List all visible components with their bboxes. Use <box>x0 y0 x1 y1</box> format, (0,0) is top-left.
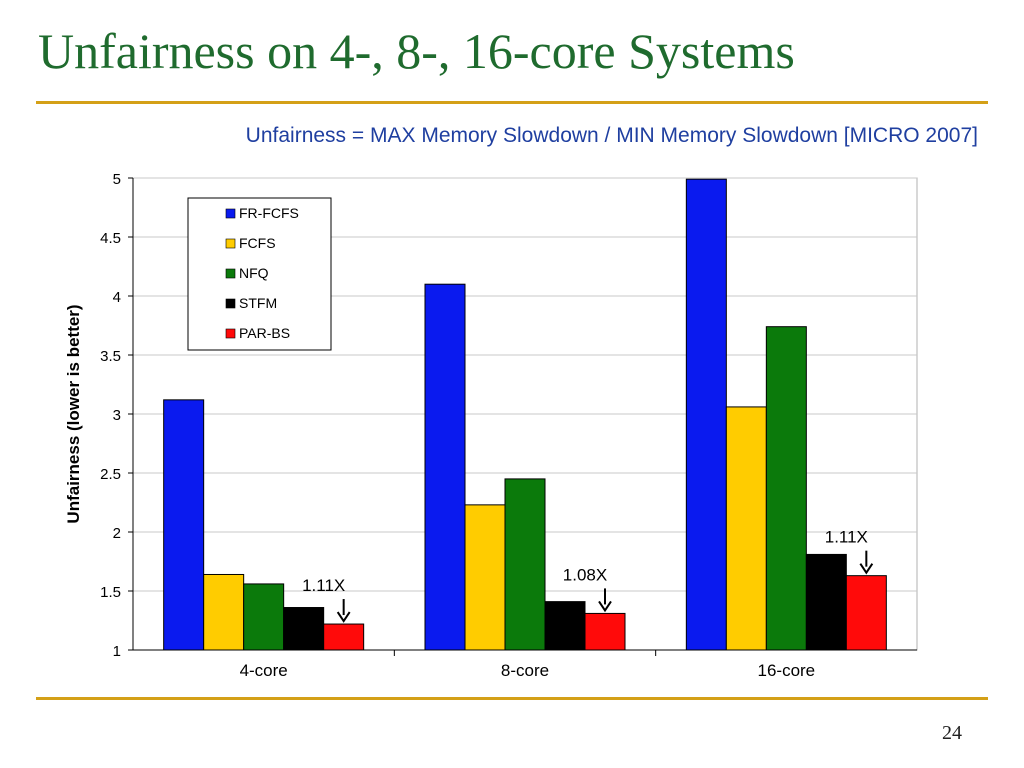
legend-swatch-fr-fcfs <box>225 208 236 219</box>
y-tick-label: 1.5 <box>100 584 121 601</box>
annotation-label: 1.11X <box>302 576 345 595</box>
bar-stfm-8-core <box>544 601 586 651</box>
bar-par-bs-16-core <box>845 575 887 651</box>
legend-swatch-stfm <box>225 298 236 309</box>
x-tick-label: 4-core <box>240 661 288 680</box>
bar-nfq-16-core <box>765 326 807 651</box>
chart-subtitle: Unfairness = MAX Memory Slowdown / MIN M… <box>245 124 978 147</box>
legend-label: STFM <box>239 295 277 311</box>
legend-label: PAR-BS <box>239 325 290 341</box>
bar-stfm-16-core <box>805 553 847 651</box>
legend-box <box>187 197 332 351</box>
footer-divider <box>36 697 988 700</box>
y-tick-label: 4.5 <box>100 230 121 247</box>
legend-label: FR-FCFS <box>239 205 299 221</box>
y-tick-label: 5 <box>113 171 121 188</box>
bar-fr-fcfs-4-core <box>163 399 205 651</box>
bar-par-bs-4-core <box>323 623 365 651</box>
y-tick-label: 1 <box>113 643 121 660</box>
legend-label: NFQ <box>239 265 269 281</box>
legend-label: FCFS <box>239 235 276 251</box>
y-tick-label: 2 <box>113 525 121 542</box>
y-axis-label: Unfairness (lower is better) <box>64 304 83 523</box>
bar-nfq-8-core <box>504 478 546 651</box>
title-divider <box>36 101 988 104</box>
bar-fr-fcfs-8-core <box>424 283 466 651</box>
legend-swatch-par-bs <box>225 328 236 339</box>
bar-fr-fcfs-16-core <box>685 178 727 651</box>
annotations: 1.11X 1.08X 1.11X <box>302 528 874 623</box>
legend: FR-FCFS FCFS NFQ STFM PAR-BS <box>187 197 332 351</box>
x-tick-label: 8-core <box>501 661 549 680</box>
bar-stfm-4-core <box>283 607 325 651</box>
y-tick-label: 3 <box>113 407 121 424</box>
y-tick-label: 2.5 <box>100 466 121 483</box>
legend-swatch-fcfs <box>225 238 236 249</box>
bar-fcfs-8-core <box>464 504 506 651</box>
x-tick-label: 16-core <box>758 661 816 680</box>
legend-swatch-nfq <box>225 268 236 279</box>
annotation-arrow-head <box>336 611 351 623</box>
bar-nfq-4-core <box>243 583 285 651</box>
annotation-arrow-head <box>598 600 612 613</box>
y-tick-label: 3.5 <box>100 348 121 365</box>
annotation-label: 1.08X <box>563 565 607 584</box>
annotation-label: 1.11X <box>825 528 868 547</box>
bar-par-bs-8-core <box>584 612 626 651</box>
page-number: 24 <box>942 722 962 744</box>
y-tick-label: 4 <box>113 289 121 306</box>
bar-fcfs-4-core <box>203 573 245 651</box>
axes: 1 1.5 2 2.5 3 3.5 4 4.5 5 Unfairness (lower is be… <box>64 171 917 680</box>
annotation-arrow-head <box>859 563 874 575</box>
bars <box>163 178 887 651</box>
bar-fcfs-16-core <box>725 406 767 651</box>
slide-title: Unfairness on 4-, 8-, 16-core Systems <box>38 23 795 79</box>
